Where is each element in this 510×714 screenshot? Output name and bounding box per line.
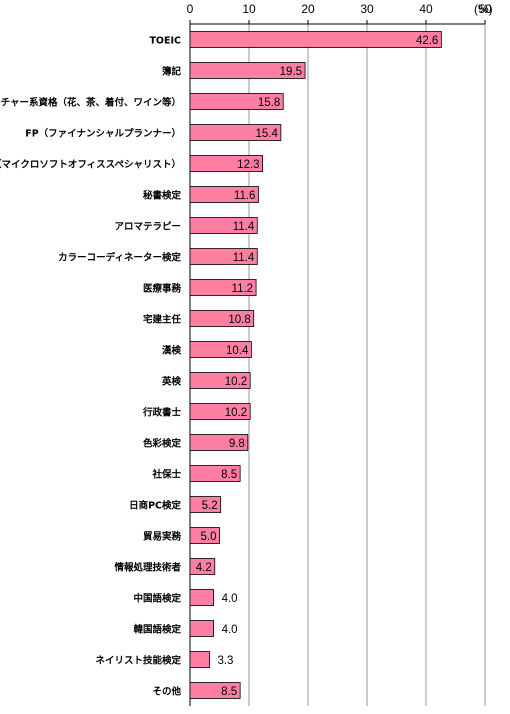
category-label: 中国語検定: [133, 593, 181, 605]
value-label: 10.2: [225, 407, 247, 419]
x-tick-label: 30: [360, 2, 374, 16]
category-label: ネイリスト技能検定: [95, 655, 181, 667]
value-label: 10.8: [228, 314, 250, 326]
category-label: 宅建主任: [143, 314, 182, 326]
value-label: 10.2: [225, 376, 247, 388]
value-label: 11.6: [234, 190, 256, 202]
bar: [189, 620, 215, 637]
bar: [189, 62, 306, 79]
category-label: その他: [152, 686, 181, 698]
bar: [189, 558, 216, 575]
bar: [189, 93, 284, 110]
value-label: 4.0: [222, 593, 238, 605]
category-label: 英検: [162, 376, 182, 388]
x-tick-label: 20: [301, 2, 315, 16]
category-label: 行政書士: [142, 407, 182, 419]
category-label: 社保士: [151, 469, 181, 481]
bar: [189, 217, 258, 234]
value-label: 4.0: [222, 624, 238, 636]
category-label: 簿記: [162, 66, 182, 78]
category-label: カルチャー系資格（花、茶、着付、ワイン等）: [0, 97, 181, 109]
value-label: 12.3: [237, 159, 259, 171]
bar: [189, 341, 252, 358]
category-label: 情報処理技術者: [113, 562, 181, 574]
bar: [189, 434, 249, 451]
category-label: TOEIC: [149, 36, 181, 47]
bar: [189, 31, 442, 48]
value-label: 5.2: [202, 500, 218, 512]
category-label: 色彩検定: [143, 438, 182, 450]
category-label: 医療事務: [143, 283, 182, 295]
bar: [189, 682, 241, 699]
bar: [189, 310, 255, 327]
value-label: 8.5: [221, 469, 237, 481]
value-label: 42.6: [416, 35, 438, 47]
x-tick-label: 40: [419, 2, 433, 16]
x-tick-label: 10: [242, 2, 256, 16]
bar: [189, 186, 259, 203]
category-label: 貿易実務: [143, 531, 182, 543]
value-label: 11.2: [232, 283, 254, 295]
bar: [189, 372, 251, 389]
category-label: FP（ファイナンシャルプランナー）: [25, 128, 181, 140]
bar: [189, 279, 257, 296]
bars: [189, 31, 442, 699]
value-label: 9.8: [229, 438, 245, 450]
x-tick-label: 0: [187, 2, 194, 16]
category-label: MOS（マイクロソフトオフィススペシャリスト）: [0, 159, 181, 171]
bar: [189, 124, 282, 141]
category-label: 韓国語検定: [133, 624, 181, 636]
category-label: 日商PC検定: [129, 500, 181, 512]
value-label: 8.5: [221, 686, 237, 698]
value-labels: 42.6 19.5 15.8 15.4 12.3 11.6 11.4 11.4 11.2 10.8…: [196, 35, 439, 698]
x-axis-unit-label: (%): [474, 2, 493, 16]
bar: [189, 589, 215, 606]
bar: [189, 155, 263, 172]
bar: [189, 527, 220, 544]
bar: [189, 651, 210, 668]
value-label: 5.0: [201, 531, 217, 543]
bar: [189, 496, 222, 513]
value-label: 15.4: [255, 128, 278, 140]
value-label: 19.5: [280, 66, 302, 78]
category-label: アロマテラピー: [114, 221, 181, 233]
category-label: 漢検: [162, 345, 182, 357]
category-label: 秘書検定: [143, 190, 182, 202]
bar: [189, 465, 241, 482]
x-axis-ticks: (%) 0 10 20 30 40 50: [187, 2, 493, 25]
bar: [189, 248, 258, 265]
value-label: 4.2: [196, 562, 212, 574]
category-label: カラーコーディネーター検定: [58, 252, 181, 264]
value-label: 10.4: [226, 345, 249, 357]
x-tick-label: 50: [478, 2, 492, 16]
bar: [189, 403, 251, 420]
value-label: 15.8: [258, 97, 280, 109]
value-label: 11.4: [233, 221, 255, 233]
value-label: 3.3: [217, 655, 233, 667]
value-label: 11.4: [233, 252, 255, 264]
